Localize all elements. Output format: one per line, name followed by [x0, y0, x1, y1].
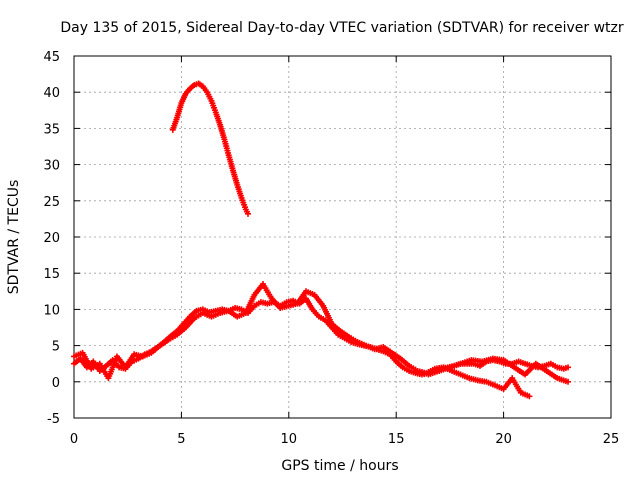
series-line: [73, 297, 569, 377]
ticks: 0 5 10 15 20 25 -5 0 5 10 15 20 25 30 35 40 45: [43, 50, 619, 447]
y-axis-title: SDTVAR / TECUs: [6, 180, 22, 295]
y-tick-label: 35: [43, 122, 60, 137]
x-tick-label: 25: [603, 432, 620, 447]
grid: [74, 56, 611, 418]
y-tick-label: 30: [43, 159, 60, 174]
y-tick-label: 45: [43, 50, 60, 65]
data-point: [526, 393, 533, 400]
x-tick-label: 20: [495, 432, 512, 447]
x-tick-label: 10: [281, 432, 298, 447]
series-high-arc: [169, 80, 251, 217]
y-tick-label: -5: [47, 412, 60, 427]
y-tick-label: 5: [52, 340, 60, 355]
y-tick-label: 20: [43, 231, 60, 246]
data-point: [565, 364, 572, 371]
y-tick-label: 15: [43, 267, 60, 282]
y-tick-label: 25: [43, 195, 60, 210]
data-point: [244, 210, 251, 217]
x-axis-title: GPS time / hours: [281, 458, 398, 474]
x-tick-label: 5: [177, 432, 185, 447]
data-point: [565, 378, 572, 385]
series-tail-trace: [425, 355, 572, 385]
chart-title: Day 135 of 2015, Sidereal Day-to-day VTE…: [60, 20, 624, 36]
x-tick-label: 0: [70, 432, 78, 447]
data-series: [71, 80, 572, 400]
x-tick-label: 15: [388, 432, 405, 447]
series-main-trace: [71, 295, 572, 378]
y-tick-label: 40: [43, 86, 60, 101]
y-tick-label: 10: [43, 303, 60, 318]
y-tick-label: 0: [52, 376, 60, 391]
